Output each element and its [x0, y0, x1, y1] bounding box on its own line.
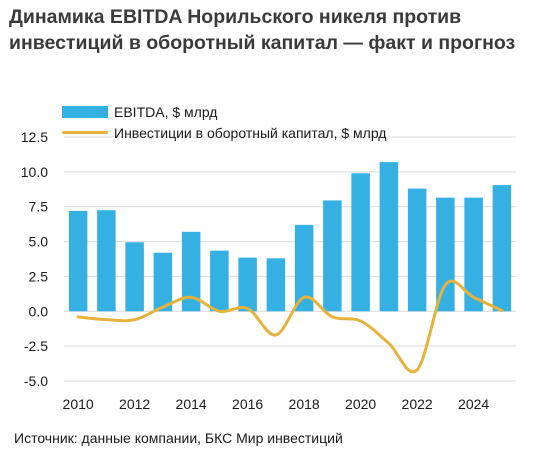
legend-item-investments: Инвестиции в оборотный капитал, $ млрд [62, 122, 386, 143]
ebitda-bar [238, 257, 257, 312]
source-note: Источник: данные компании, БКС Мир инвес… [14, 430, 343, 446]
x-tick-label: 2014 [176, 396, 207, 412]
x-tick-label: 2016 [232, 396, 263, 412]
ebitda-bar [125, 242, 144, 312]
investment-line [76, 279, 504, 374]
ebitda-bar [210, 250, 229, 312]
ebitda-bar [407, 188, 427, 312]
ebitda-bar [68, 210, 88, 312]
ebitda-bar [97, 210, 116, 312]
ebitda-bar [351, 173, 370, 312]
y-tick-label: 7.5 [29, 199, 49, 215]
ebitda-bar [181, 231, 201, 312]
ebitda-bar [266, 258, 286, 312]
x-axis-ticks: 2010 2012 2014 2016 2018 2020 2022 2024 [63, 396, 490, 412]
investment-line-layer [76, 279, 504, 374]
legend-swatch-line [62, 131, 108, 134]
x-tick-label: 2020 [345, 396, 376, 412]
x-tick-label: 2022 [402, 396, 433, 412]
y-tick-label: 5.0 [29, 234, 49, 250]
chart-title: Динамика EBITDA Норильского никеля проти… [9, 6, 516, 54]
x-tick-label: 2018 [289, 396, 320, 412]
legend-label-investments: Инвестиции в оборотный капитал, $ млрд [114, 124, 387, 141]
y-tick-label: -2.5 [24, 338, 48, 354]
ebitda-bar [153, 252, 173, 312]
y-tick-label: 0.0 [29, 303, 49, 319]
y-axis-ticks: 12.5 10.0 7.5 5.0 2.5 0.0 -2.5 -5.0 [21, 129, 48, 389]
y-tick-label: -5.0 [24, 373, 48, 389]
x-tick-label: 2024 [458, 396, 489, 412]
ebitda-bar [323, 200, 342, 312]
legend-item-ebitda: EBITDA, $ млрд [62, 101, 386, 122]
ebitda-bar [379, 162, 399, 312]
legend-label-ebitda: EBITDA, $ млрд [114, 103, 218, 120]
ebitda-bar [464, 197, 483, 312]
legend: EBITDA, $ млрд Инвестиции в оборотный ка… [62, 101, 386, 143]
ebitda-bar [436, 197, 455, 312]
y-tick-label: 12.5 [21, 129, 48, 145]
x-tick-label: 2012 [119, 396, 150, 412]
y-tick-label: 2.5 [29, 268, 49, 284]
x-tick-label: 2010 [63, 396, 94, 412]
ebitda-bar [492, 185, 512, 312]
ebitda-bar [294, 224, 314, 312]
legend-swatch-bar [62, 105, 108, 118]
ebitda-bars [68, 162, 512, 312]
y-tick-label: 10.0 [21, 164, 48, 180]
